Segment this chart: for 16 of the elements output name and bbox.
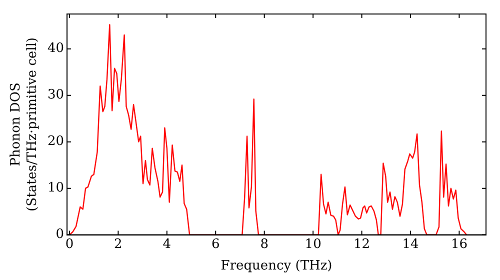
y-tick-label: 40 — [47, 41, 64, 56]
y-tick-label: 20 — [47, 134, 64, 150]
x-tick-label: 0 — [65, 236, 74, 252]
y-tick-label: 10 — [47, 180, 64, 196]
y-tick-label: 0 — [56, 227, 64, 242]
x-tick-label: 6 — [211, 236, 220, 252]
x-tick-label: 8 — [260, 236, 268, 252]
x-tick-label: 10 — [304, 236, 322, 252]
x-tick-label: 16 — [450, 236, 468, 252]
x-axis-title: Frequency (THz) — [220, 258, 332, 274]
x-tick-label: 2 — [114, 236, 122, 252]
y-axis-title: Phonon DOS (States/THz·primitive cell) — [8, 37, 40, 212]
y-tick-label: 30 — [47, 88, 64, 103]
x-tick-label: 4 — [162, 236, 172, 252]
x-tick-label: 14 — [402, 236, 419, 252]
x-tick-label: 12 — [354, 236, 370, 252]
